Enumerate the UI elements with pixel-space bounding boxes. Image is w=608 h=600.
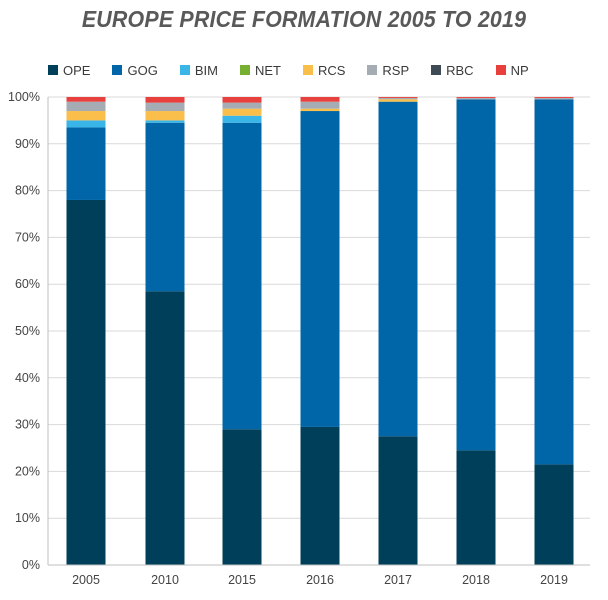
- legend-label: RSP: [382, 62, 410, 78]
- bars: [66, 97, 574, 565]
- x-tick-label: 2005: [72, 573, 100, 587]
- legend-swatch: [112, 65, 123, 75]
- legend-label: RCS: [317, 62, 346, 78]
- legend-label: GOG: [127, 62, 158, 78]
- axes: 0% 10% 20% 30% 40% 50% 60% 70% 80% 90% 100% 2005 201…: [8, 90, 590, 587]
- legend-swatch: [431, 65, 442, 75]
- bar-segment-rsp-2019: [534, 97, 574, 100]
- x-tick-label: 2016: [306, 573, 334, 587]
- bar-segment-ope-2017: [378, 436, 418, 565]
- y-tick-label: 60%: [15, 277, 40, 291]
- bar-segment-gog-2017: [378, 101, 418, 437]
- bar-segment-gog-2005: [66, 127, 106, 200]
- bar-segment-bim-2015: [222, 115, 262, 123]
- bar-segment-bim-2005: [66, 120, 106, 128]
- bar-segment-ope-2018: [456, 450, 496, 565]
- y-tick-label: 80%: [15, 184, 40, 198]
- bar-segment-np-2005: [66, 97, 106, 102]
- bar-segment-ope-2005: [66, 199, 106, 565]
- y-tick-label: 10%: [15, 511, 40, 525]
- legend-label: BIM: [194, 62, 218, 78]
- bar-segment-ope-2019: [534, 464, 574, 565]
- legend-label: NET: [254, 62, 281, 78]
- y-tick-label: 50%: [15, 324, 40, 338]
- legend-swatch: [179, 65, 190, 75]
- bar-segment-rcs-2017: [378, 99, 418, 102]
- legend-label: OPE: [63, 62, 91, 78]
- legend-swatch: [239, 65, 250, 75]
- bar-segment-rsp-2017: [378, 97, 418, 100]
- legend-item-net: NET: [239, 62, 281, 78]
- y-tick-label: 100%: [8, 90, 40, 104]
- legend-item-np: NP: [495, 62, 529, 78]
- bar-segment-ope-2016: [300, 426, 340, 565]
- legend-label: NP: [510, 62, 529, 78]
- chart-legend: OPE GOG BIM NET RCS RSP RBC NP: [48, 60, 551, 80]
- legend-item-rbc: RBC: [431, 62, 474, 78]
- bar-segment-np-2016: [300, 97, 340, 102]
- bar-segment-rsp-2015: [222, 102, 262, 109]
- bar-segment-rsp-2010: [145, 102, 185, 112]
- legend-item-gog: GOG: [112, 62, 158, 78]
- legend-item-rcs: RCS: [302, 62, 346, 78]
- legend-item-rsp: RSP: [367, 63, 409, 78]
- bar-segment-np-2015: [222, 97, 262, 103]
- x-tick-label: 2017: [384, 573, 412, 587]
- bar-segment-gog-2010: [145, 122, 185, 292]
- bar-segment-gog-2015: [222, 122, 262, 430]
- bar-segment-rcs-2010: [145, 111, 185, 121]
- x-tick-label: 2015: [228, 573, 256, 587]
- y-tick-label: 20%: [15, 464, 40, 478]
- y-tick-label: 70%: [15, 230, 40, 244]
- bar-segment-rsp-2018: [456, 97, 496, 100]
- legend-item-bim: BIM: [179, 62, 218, 78]
- legend-swatch: [495, 65, 506, 75]
- bar-segment-bim-2010: [145, 120, 185, 123]
- bar-segment-rsp-2005: [66, 101, 106, 112]
- bar-segment-np-2010: [145, 97, 185, 103]
- chart-title: EUROPE PRICE FORMATION 2005 TO 2019: [81, 6, 527, 32]
- y-tick-label: 90%: [15, 137, 40, 151]
- bar-segment-gog-2019: [534, 99, 574, 465]
- y-tick-label: 40%: [15, 371, 40, 385]
- bar-segment-np-2018: [456, 97, 496, 98]
- legend-swatch: [302, 65, 313, 75]
- bar-segment-ope-2015: [222, 429, 262, 565]
- x-tick-label: 2018: [462, 573, 490, 587]
- bar-segment-gog-2016: [300, 111, 340, 427]
- legend-label: RBC: [446, 62, 474, 78]
- bar-segment-rcs-2005: [66, 111, 106, 121]
- bar-segment-rcs-2016: [300, 108, 340, 112]
- y-tick-label: 0%: [22, 558, 40, 572]
- bar-segment-np-2017: [378, 97, 418, 98]
- x-tick-label: 2010: [151, 573, 179, 587]
- legend-item-ope: OPE: [48, 63, 90, 78]
- legend-swatch: [367, 65, 378, 75]
- bar-segment-np-2019: [534, 97, 574, 98]
- bar-segment-ope-2010: [145, 291, 185, 565]
- legend-swatch: [48, 65, 58, 75]
- bar-segment-rsp-2016: [300, 101, 340, 109]
- x-tick-label: 2019: [540, 573, 568, 587]
- bar-segment-rcs-2015: [222, 108, 262, 116]
- y-tick-label: 30%: [15, 418, 40, 432]
- bar-segment-gog-2018: [456, 99, 496, 451]
